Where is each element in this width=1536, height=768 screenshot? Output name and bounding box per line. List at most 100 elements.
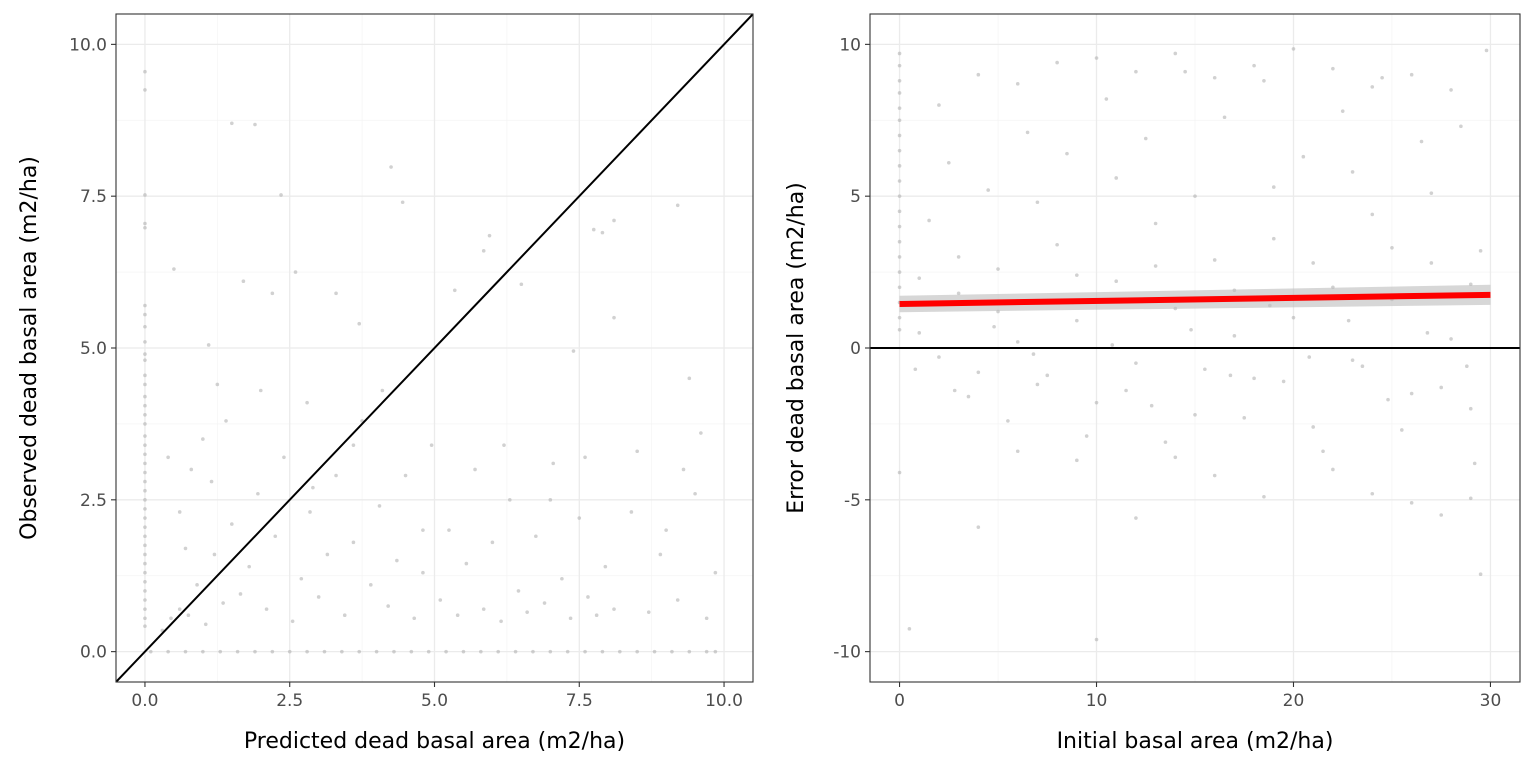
right-point-90 bbox=[1400, 428, 1404, 432]
right-points bbox=[897, 47, 1489, 642]
left-point-41 bbox=[177, 607, 182, 611]
right-point-54 bbox=[1271, 236, 1276, 241]
right-point-44 bbox=[1075, 318, 1079, 323]
right-point-6 bbox=[897, 133, 902, 138]
right-point-105 bbox=[1331, 66, 1335, 71]
right-point-59 bbox=[1370, 212, 1375, 217]
right-point-115 bbox=[1114, 176, 1119, 180]
left-points bbox=[143, 69, 718, 654]
left-point-29 bbox=[143, 543, 147, 548]
left-point-90 bbox=[603, 564, 608, 569]
left-point-162 bbox=[479, 649, 483, 654]
left-point-19 bbox=[143, 452, 147, 457]
left-point-91 bbox=[612, 607, 616, 611]
left-point-50 bbox=[256, 491, 260, 496]
left-y-tick-label-1: 2.5 bbox=[80, 491, 107, 511]
left-point-2 bbox=[143, 193, 147, 197]
left-point-134 bbox=[224, 419, 228, 423]
right-point-43 bbox=[1055, 242, 1059, 247]
left-point-52 bbox=[273, 534, 278, 539]
left-point-117 bbox=[487, 233, 492, 238]
left-point-122 bbox=[612, 218, 616, 223]
left-point-156 bbox=[374, 649, 379, 654]
left-point-130 bbox=[166, 455, 170, 460]
left-point-112 bbox=[380, 388, 385, 393]
right-point-88 bbox=[1360, 364, 1365, 369]
left-point-86 bbox=[568, 616, 573, 621]
right-point-131 bbox=[1149, 403, 1154, 408]
right-point-122 bbox=[1390, 246, 1394, 250]
left-point-65 bbox=[386, 604, 390, 608]
left-point-25 bbox=[143, 507, 147, 511]
right-point-4 bbox=[897, 106, 902, 110]
right-x-axis-title: Initial basal area (m2/ha) bbox=[1057, 729, 1334, 754]
right-y-tick-label-4: 10 bbox=[839, 35, 861, 55]
left-point-89 bbox=[594, 613, 599, 617]
left-point-64 bbox=[377, 504, 382, 508]
left-point-20 bbox=[143, 461, 147, 466]
left-point-57 bbox=[316, 595, 321, 599]
right-point-64 bbox=[1468, 406, 1473, 411]
left-point-163 bbox=[496, 649, 501, 654]
left-point-159 bbox=[426, 649, 431, 654]
left-point-170 bbox=[618, 649, 622, 654]
left-point-105 bbox=[253, 122, 257, 127]
right-point-5 bbox=[897, 118, 902, 123]
right-point-18 bbox=[897, 315, 902, 320]
left-point-33 bbox=[143, 580, 147, 584]
left-point-0 bbox=[143, 69, 147, 74]
left-point-28 bbox=[143, 534, 147, 539]
right-point-125 bbox=[913, 367, 918, 372]
left-point-145 bbox=[183, 649, 188, 654]
left-point-143 bbox=[148, 649, 153, 654]
right-point-7 bbox=[897, 148, 902, 153]
left-point-97 bbox=[704, 616, 709, 621]
left-x-ticks: 0.0 2.5 5.0 7.5 10.0 bbox=[131, 682, 743, 711]
left-point-142 bbox=[699, 431, 703, 435]
right-x-tick-label-1: 10 bbox=[1086, 691, 1108, 711]
right-point-95 bbox=[937, 103, 941, 107]
right-point-12 bbox=[897, 224, 902, 229]
left-point-96 bbox=[693, 491, 697, 496]
right-point-101 bbox=[1173, 51, 1178, 56]
left-point-155 bbox=[357, 649, 362, 654]
right-point-24 bbox=[1134, 516, 1138, 520]
right-point-135 bbox=[1307, 355, 1312, 359]
right-point-48 bbox=[1153, 221, 1158, 226]
left-point-75 bbox=[473, 467, 477, 472]
left-point-165 bbox=[531, 649, 535, 654]
left-point-150 bbox=[270, 649, 275, 654]
left-point-141 bbox=[658, 552, 663, 557]
left-point-13 bbox=[143, 394, 147, 399]
right-point-85 bbox=[1301, 154, 1306, 159]
left-point-1 bbox=[143, 88, 147, 92]
left-point-116 bbox=[481, 249, 486, 253]
left-point-9 bbox=[143, 352, 147, 356]
right-point-69 bbox=[986, 188, 990, 192]
left-point-136 bbox=[351, 443, 356, 447]
left-point-12 bbox=[143, 382, 147, 387]
right-point-32 bbox=[1439, 513, 1444, 517]
right-point-124 bbox=[1468, 282, 1473, 287]
right-point-84 bbox=[1281, 379, 1286, 384]
right-point-77 bbox=[1143, 136, 1148, 141]
left-point-24 bbox=[143, 498, 147, 502]
right-point-3 bbox=[897, 91, 902, 95]
left-point-38 bbox=[143, 624, 147, 628]
left-point-40 bbox=[169, 616, 173, 621]
right-point-63 bbox=[1449, 337, 1453, 341]
left-point-124 bbox=[687, 376, 692, 381]
right-point-128 bbox=[1031, 352, 1036, 356]
left-point-11 bbox=[143, 373, 147, 378]
left-identity-line bbox=[116, 14, 753, 682]
right-point-113 bbox=[1035, 200, 1040, 205]
right-point-73 bbox=[1065, 151, 1069, 156]
left-point-14 bbox=[143, 403, 147, 408]
left-point-56 bbox=[308, 510, 312, 514]
left-point-121 bbox=[600, 230, 605, 235]
right-point-96 bbox=[976, 72, 981, 77]
right-point-33 bbox=[1075, 458, 1079, 463]
left-point-48 bbox=[238, 592, 243, 596]
left-point-81 bbox=[525, 610, 529, 614]
